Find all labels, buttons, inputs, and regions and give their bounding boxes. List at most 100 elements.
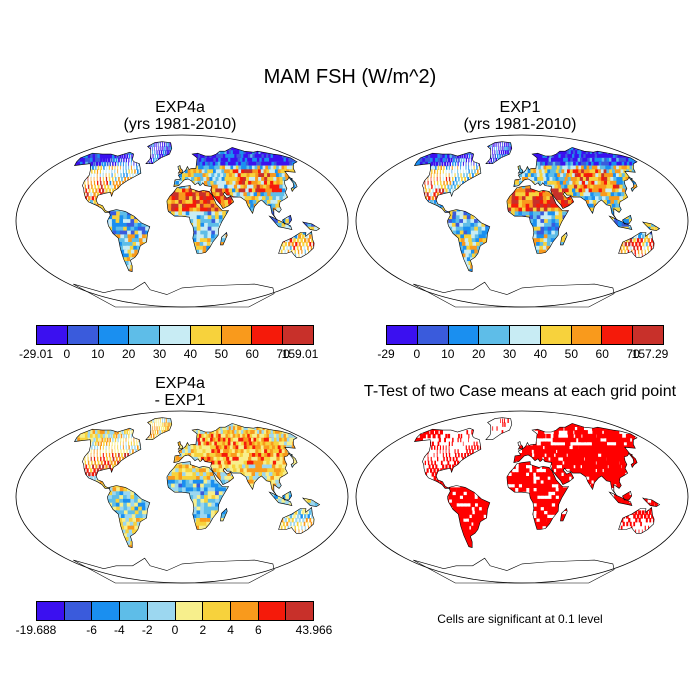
coastline-namerica [413,151,482,213]
coastline-namerica [413,427,482,489]
coastline-japan [628,176,638,193]
coastline-eurasia [513,147,638,221]
colorbar-swatch [175,602,204,620]
colorbar-swatch [283,326,314,344]
colorbar-swatch [633,326,664,344]
colorbar-tick-label: 30 [502,347,517,361]
coastline-antarctica [73,281,275,308]
colorbar-tick-label: 20 [471,347,486,361]
coastline-uk [517,165,523,174]
coastline-madagascar [220,507,228,522]
coastline-samerica [446,485,491,548]
coastline-greenland [485,141,513,164]
coastline-greenland [145,417,173,440]
colorbar-swatch [286,602,314,620]
colorbar-swatch [221,326,253,344]
colorbar-tick-label: -29 [377,347,395,361]
coastline-samerica [106,209,151,272]
coastline-newguinea [301,497,321,507]
colorbar-swatch [67,326,99,344]
colorbar-swatch [448,326,480,344]
coastline-borneo [622,490,633,501]
colorbar-tick-label: 0 [413,347,421,361]
coastline-antarctica [413,557,615,584]
colorbar-swatch [129,326,161,344]
colorbar-tick-label: 50 [214,347,229,361]
coastline-newguinea [301,221,321,231]
colorbar-tick-label: 70 [276,347,290,361]
colorbar-tick-label: 10 [91,347,105,361]
colorbar-tick-label: 20 [121,347,136,361]
colorbar-tick-label: 6 [255,623,262,637]
colorbar-tick-label: 40 [183,347,198,361]
colorbar-swatch [387,326,418,344]
coastline-uk [177,165,183,174]
coastline-madagascar [220,231,228,246]
panel-title-line1: T-Test of two Case means at each grid po… [363,383,677,400]
coastline-samerica [446,209,491,272]
colorbar-swatch [602,326,634,344]
colorbar-swatch [37,602,65,620]
map-diff [15,410,349,584]
colorbar-swatch [147,602,176,620]
colorbar-tick-label: -6 [86,623,97,637]
coastline-madagascar [560,507,568,522]
map-border [15,410,349,584]
colorbar-tick-label: -2 [141,623,153,637]
coastline-australia [618,506,655,534]
colorbar-tick-label: 50 [564,347,579,361]
coastline-antarctica [413,281,615,308]
coastline-newguinea [641,221,661,231]
map-border [15,134,349,308]
coastline-eurasia [513,423,638,497]
map-exp4a [15,134,349,308]
colorbar-swatch [417,326,449,344]
colorbar-swatch [98,326,130,344]
colorbar-tick-label: 159.01 [281,347,319,361]
coastline-antarctica [73,557,275,584]
colorbar-tick-label: 4 [227,623,234,637]
coastline-greenland [485,417,513,440]
panel-title-line1: EXP1 [499,99,541,116]
coastline-indonesia [268,491,293,507]
coastline-australia [278,230,315,258]
map-ttest [355,410,689,584]
colorbar-tick-label: 10 [441,347,455,361]
colorbar-tick-label: 60 [245,347,259,361]
panel-title-exp4a: EXP4a (yrs 1981-2010) [20,99,340,133]
colorbar-tick-label: 157.29 [631,347,669,361]
colorbar-tick-label: 2 [199,623,207,637]
panel-title-line2: (yrs 1981-2010) [463,116,577,133]
coastline-africa [506,185,570,254]
colorbar-tick-label: 40 [533,347,548,361]
colorbar-diff [36,601,314,621]
coastline-greenland [145,141,173,164]
significance-note: Cells are significant at 0.1 level [437,612,603,626]
colorbar-tick-label: 60 [595,347,609,361]
coastline-australia [618,230,655,258]
coastline-uk [177,441,183,450]
colorbar-tick-label: -29.01 [18,347,54,361]
coastline-japan [628,452,638,469]
colorbar-tick-label: 43.966 [295,623,333,637]
colorbar-exp1 [386,325,664,345]
map-border [355,410,689,584]
panel-title-exp1: EXP1 (yrs 1981-2010) [360,99,680,133]
coastline-samerica [106,485,151,548]
coastline-japan [288,452,298,469]
colorbar-swatch [203,602,231,620]
colorbar-swatch [92,602,121,620]
colorbar-swatch [230,602,259,620]
colorbar-tick-label: 70 [626,347,640,361]
colorbar-swatch [37,326,68,344]
coastline-namerica [73,151,142,213]
panel-title-line2: (yrs 1981-2010) [123,116,237,133]
coastline-eurasia [173,147,298,221]
panel-title-line2: - EXP1 [154,392,206,409]
colorbar-swatch [571,326,603,344]
map-border [355,134,689,308]
coastline-indonesia [268,215,293,231]
colorbar-swatch [160,326,191,344]
panel-title-ttest: T-Test of two Case means at each grid po… [350,383,690,400]
coastline-japan [288,176,298,193]
